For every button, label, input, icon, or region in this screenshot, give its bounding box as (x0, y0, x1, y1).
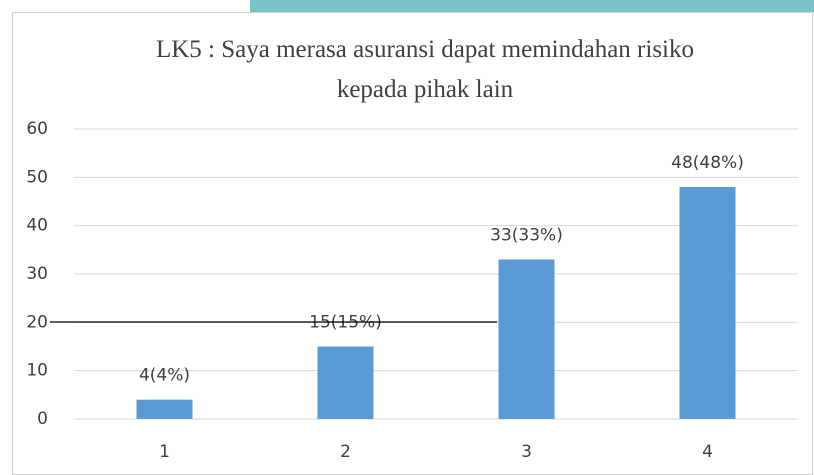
bar (317, 346, 374, 419)
x-tick-label: 4 (702, 442, 713, 462)
y-tick-label: 0 (37, 409, 48, 429)
data-label: 33(33%) (490, 226, 563, 246)
y-tick-label: 10 (26, 361, 48, 381)
data-label: 48(48%) (671, 153, 744, 173)
x-tick-label: 1 (159, 442, 170, 462)
y-tick-label: 30 (26, 264, 48, 284)
y-tick-label: 60 (26, 119, 48, 139)
y-tick-label: 50 (26, 167, 48, 187)
bar (136, 399, 193, 419)
bar (498, 259, 555, 419)
header-band (250, 0, 814, 12)
bar (679, 187, 736, 419)
data-label: 4(4%) (139, 366, 190, 386)
x-tick-label: 3 (521, 442, 532, 462)
x-tick-label: 2 (340, 442, 351, 462)
y-tick-label: 20 (26, 312, 48, 332)
y-tick-label: 40 (26, 216, 48, 236)
chart-title: LK5 : Saya merasa asuransi dapat meminda… (155, 36, 695, 103)
